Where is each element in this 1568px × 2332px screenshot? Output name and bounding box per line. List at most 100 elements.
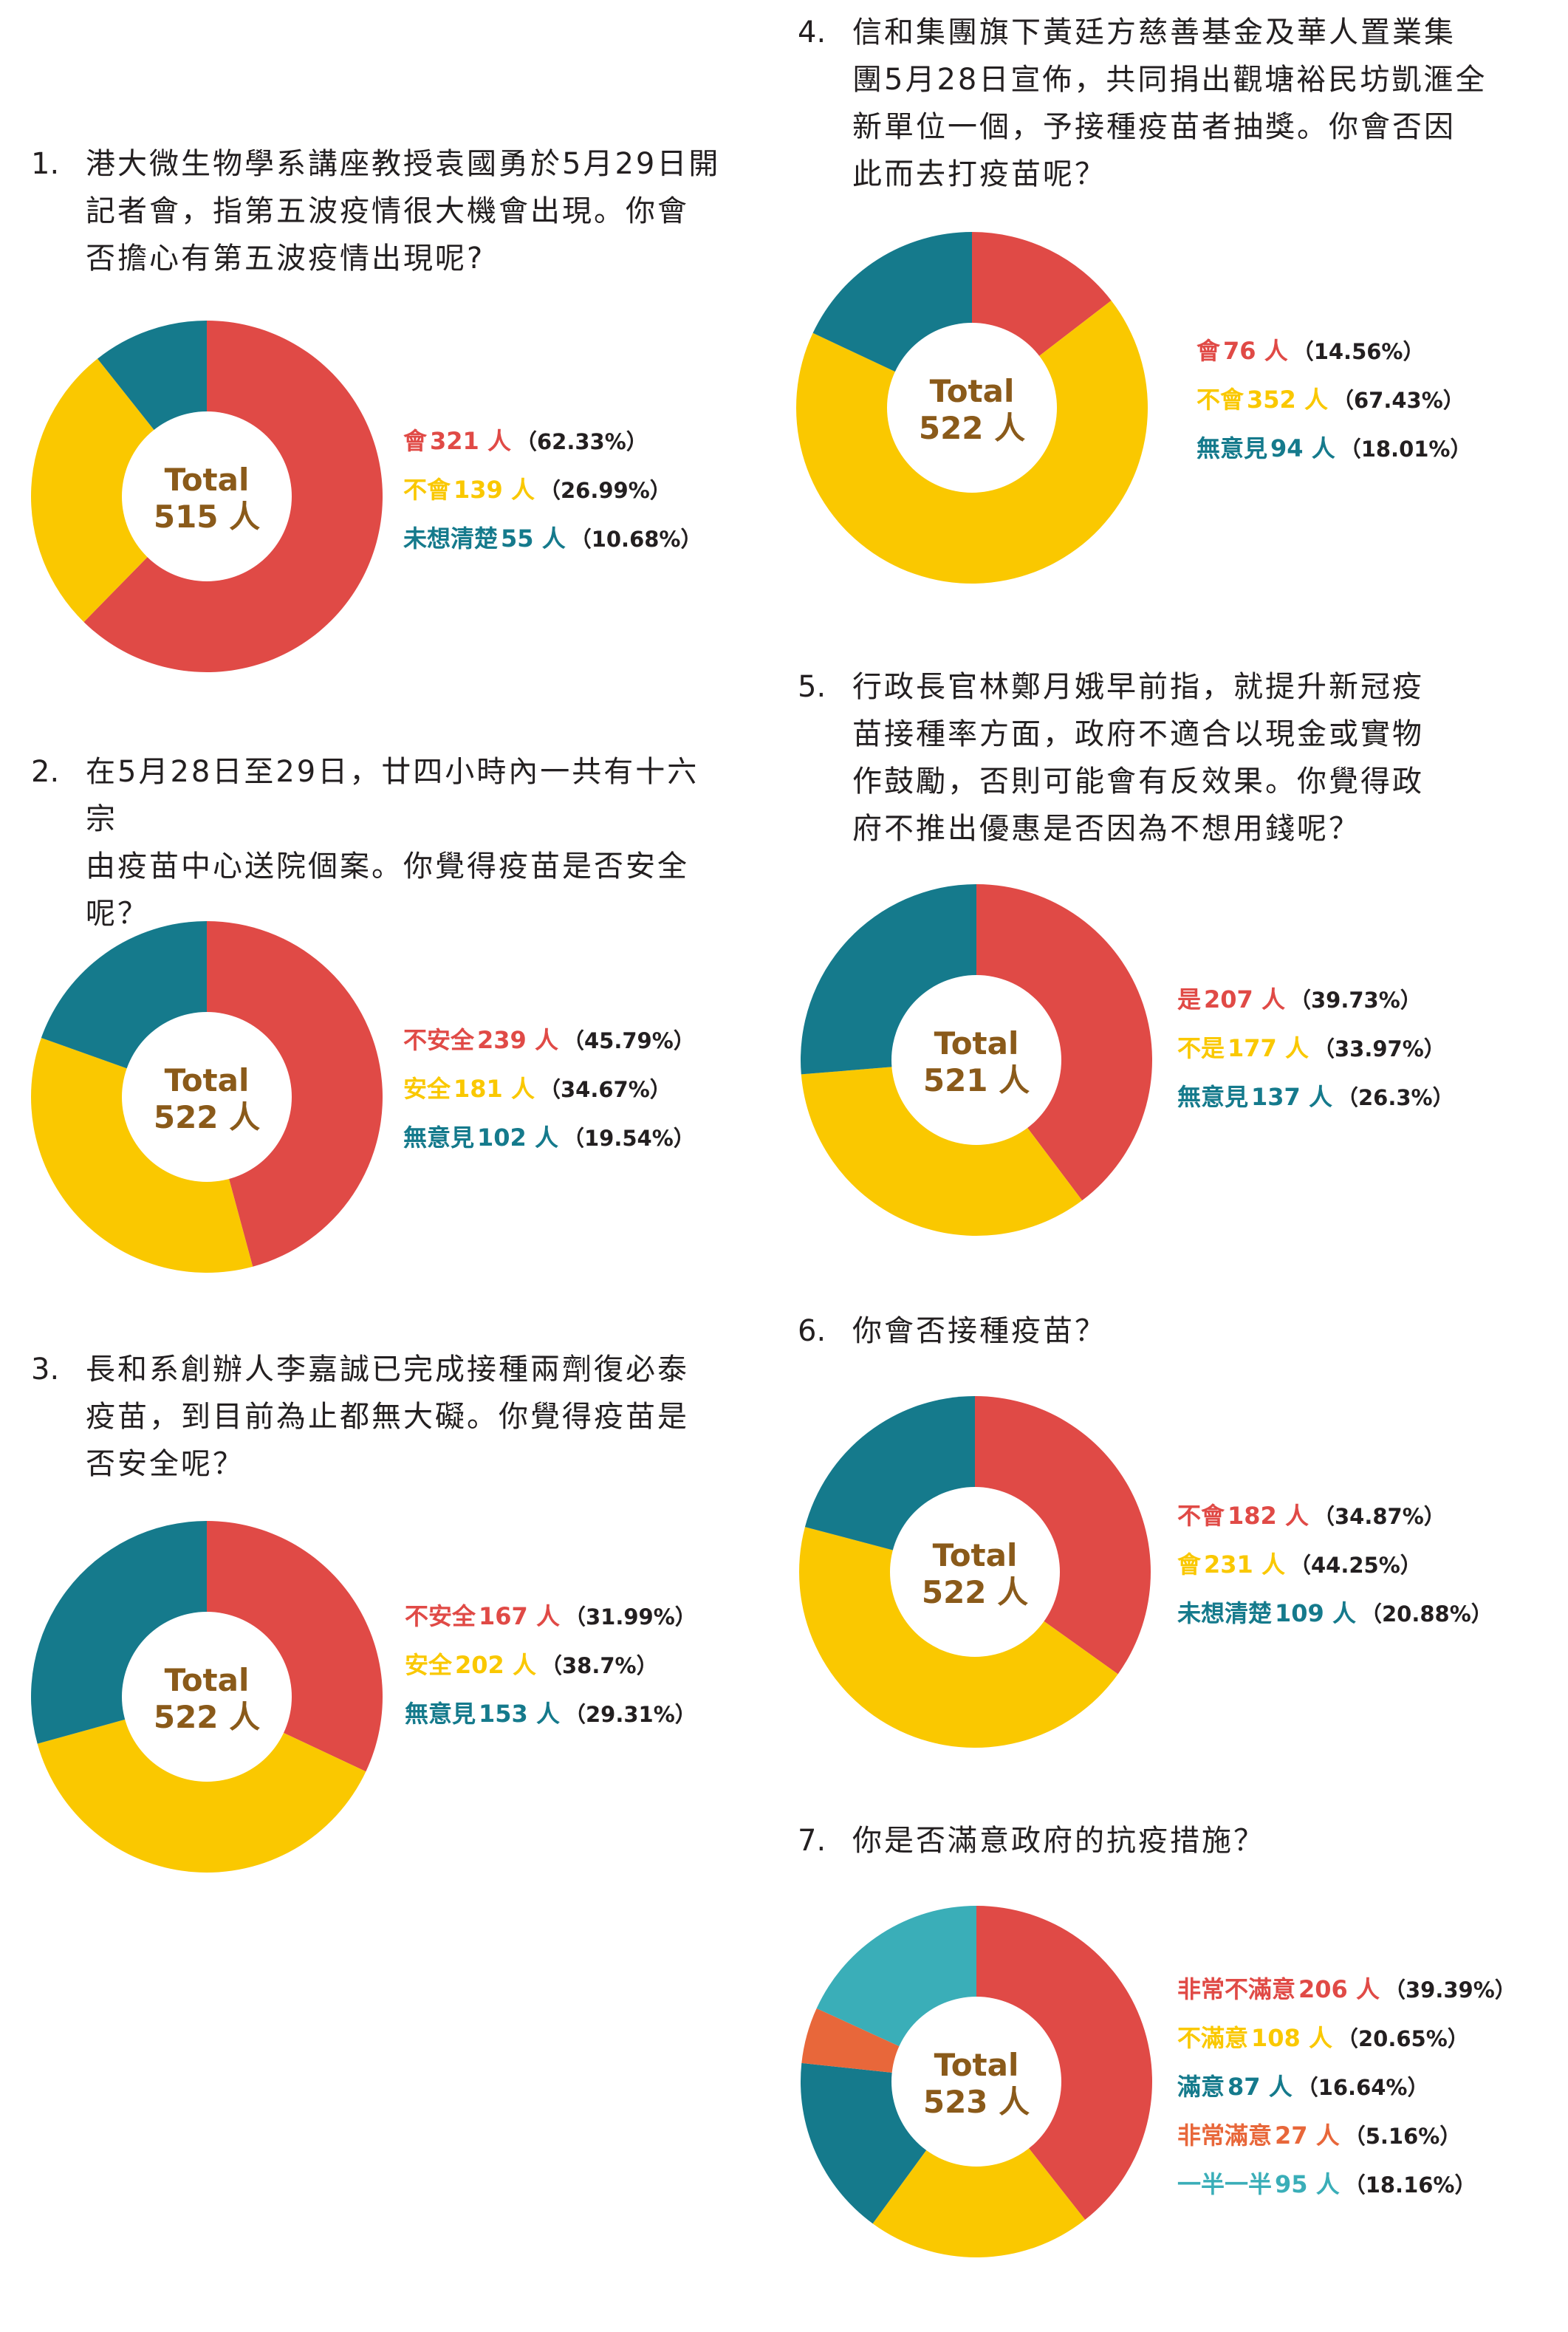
legend-count: 27 人 [1275,2121,1340,2150]
center-total: 521 人 [923,1062,1030,1098]
legend-entry: 不安全 239 人（45.79%） [403,1022,695,1070]
legend-label: 不會 [1196,386,1245,414]
legend-count: 352 人 [1247,386,1328,414]
legend-4: 會 76 人（14.56%） 不會 352 人（67.43%） 無意見 94 人（18.0… [1196,332,1472,479]
question-text: 行政長官林鄭月娥早前指，就提升新冠疫 苗接種率方面，政府不適合以現金或實物 作鼓… [852,663,1424,852]
legend-percent: （26.99%） [538,478,671,503]
donut-hole [122,1612,292,1782]
legend-percent: （29.31%） [564,1702,696,1727]
legend-entry: 不安全 167 人（31.99%） [405,1598,696,1647]
donut-slice-1 [976,884,1153,1201]
legend-count: 181 人 [453,1075,535,1103]
question-4: 4. 信和集團旗下黃廷方慈善基金及華人置業集 團5月28日宣佈，共同捐出觀塘裕民… [798,9,1536,198]
legend-percent: （20.88%） [1360,1601,1493,1627]
legend-label: 一半一半 [1177,2170,1273,2198]
legend-label: 無意見 [1177,1083,1249,1111]
donut-slice-2 [801,1060,1083,1237]
donut-slice-1 [207,921,383,1267]
question-line: 疫苗，到目前為止都無大礙。你覺得疫苗是 [86,1400,689,1434]
legend-entry: 未想清楚 109 人（20.88%） [1177,1595,1493,1644]
legend-percent: （38.7%） [540,1653,658,1678]
legend-percent: （16.64%） [1296,2075,1429,2100]
legend-6: 不會 182 人（34.87%）會 231 人（44.25%） 未想清楚 109 人（2… [1177,1497,1493,1644]
donut-hole [887,323,1057,493]
legend-count: 202 人 [455,1651,536,1679]
legend-percent: （67.43%） [1332,388,1465,413]
legend-percent: （10.68%） [569,527,702,552]
question-line: 否擔心有第五波疫情出現呢? [86,242,485,276]
question-text: 你會否接種疫苗？ [852,1307,1106,1355]
legend-entry: 無意見 102 人（19.54%） [403,1119,695,1168]
legend-count: 137 人 [1251,1083,1332,1111]
legend-entry: 會 321 人（62.33%） [403,423,702,471]
question-line: 行政長官林鄭月娥早前指，就提升新冠疫 [852,670,1424,704]
legend-entry: 不會 352 人（67.43%） [1196,381,1472,430]
question-text: 你是否滿意政府的抗疫措施？ [852,1817,1265,1864]
legend-percent: （20.65%） [1336,2026,1469,2051]
legend-count: 55 人 [501,524,566,553]
question-line: 港大微生物學系講座教授袁國勇於5月29日開 [86,147,721,181]
legend-percent: （34.87%） [1312,1504,1445,1529]
legend-2: 不安全 239 人（45.79%） 安全 181 人（34.67%） 無意見 102 人（… [403,1022,695,1168]
donut-slice-2 [30,358,207,623]
legend-percent: （5.16%） [1343,2124,1462,2149]
legend-count: 153 人 [479,1700,560,1728]
legend-label: 未想清楚 [403,524,499,553]
legend-entry: 安全 181 人（34.67%） [403,1070,695,1119]
legend-label: 不會 [1177,1502,1225,1530]
legend-label: 不滿意 [1177,2024,1249,2052]
legend-entry: 無意見 153 人（29.31%） [405,1695,696,1744]
question-line: 作鼓勵，否則可能會有反效果。你覺得政 [852,765,1424,799]
legend-count: 139 人 [453,476,535,504]
question-line: 苗接種率方面，政府不適合以現金或實物 [852,717,1424,751]
center-label: Total [165,1662,250,1698]
question-line: 府不推出優惠是否因為不想用錢呢？ [852,812,1360,846]
legend-count: 167 人 [479,1602,560,1630]
legend-count: 239 人 [477,1026,558,1054]
legend-label: 無意見 [405,1700,476,1728]
question-5: 5. 行政長官林鄭月娥早前指，就提升新冠疫 苗接種率方面，政府不適合以現金或實物… [798,663,1536,852]
legend-count: 94 人 [1270,434,1335,462]
legend-label: 不安全 [403,1026,475,1054]
donut-chart-1: Total 515 人 [30,321,383,672]
question-line: 你是否滿意政府的抗疫措施？ [852,1824,1265,1858]
legend-label: 是 [1177,985,1202,1013]
legend-entry: 未想清楚 55 人（10.68%） [403,520,702,569]
legend-label: 無意見 [1196,434,1268,462]
question-text: 長和系創辦人李嘉誠已完成接種兩劑復必泰 疫苗，到目前為止都無大礙。你覺得疫苗是 … [86,1346,689,1488]
legend-label: 不安全 [405,1602,476,1630]
legend-label: 會 [1196,337,1221,365]
legend-count: 109 人 [1275,1599,1356,1627]
legend-label: 無意見 [403,1124,475,1152]
donut-slice-1 [975,1396,1151,1675]
center-total: 515 人 [154,499,260,535]
legend-3: 不安全 167 人（31.99%） 安全 202 人（38.7%） 無意見 153 人（2… [405,1598,696,1744]
center-total: 522 人 [154,1099,260,1135]
question-2: 2. 在5月28日至29日，廿四小時內一共有十六宗 由疫苗中心送院個案。你覺得疫… [31,748,725,937]
question-line: 此而去打疫苗呢？ [852,157,1106,191]
question-line: 新單位一個，予接種疫苗者抽獎。你會否因 [852,110,1456,144]
donut-chart-4: Total 522 人 [796,232,1148,584]
legend-count: 207 人 [1204,985,1285,1013]
legend-entry: 安全 202 人（38.7%） [405,1647,696,1695]
question-number: 4. [798,16,826,49]
legend-percent: （34.67%） [538,1077,671,1102]
center-total: 522 人 [922,1574,1028,1610]
question-line: 否安全呢？ [86,1447,244,1481]
donut-slice-1 [976,1906,1152,2220]
legend-entry: 不會 182 人（34.87%） [1177,1497,1493,1546]
donut-chart-3: Total 522 人 [30,1521,383,1873]
question-line: 呢？ [86,897,149,931]
legend-entry: 滿意 87 人（16.64%） [1177,2068,1516,2117]
legend-count: 76 人 [1223,337,1288,365]
question-number: 7. [798,1824,826,1858]
question-number: 1. [31,147,60,181]
question-text: 港大微生物學系講座教授袁國勇於5月29日開 記者會，指第五波疫情很大機會出現。你… [86,140,720,282]
legend-count: 231 人 [1204,1550,1285,1579]
question-7: 7. 你是否滿意政府的抗疫措施？ [798,1817,1536,1864]
legend-label: 未想清楚 [1177,1599,1273,1627]
donut-hole [891,1997,1061,2167]
legend-label: 不會 [403,476,451,504]
legend-count: 321 人 [430,427,511,455]
legend-entry: 一半一半 95 人（18.16%） [1177,2166,1516,2215]
